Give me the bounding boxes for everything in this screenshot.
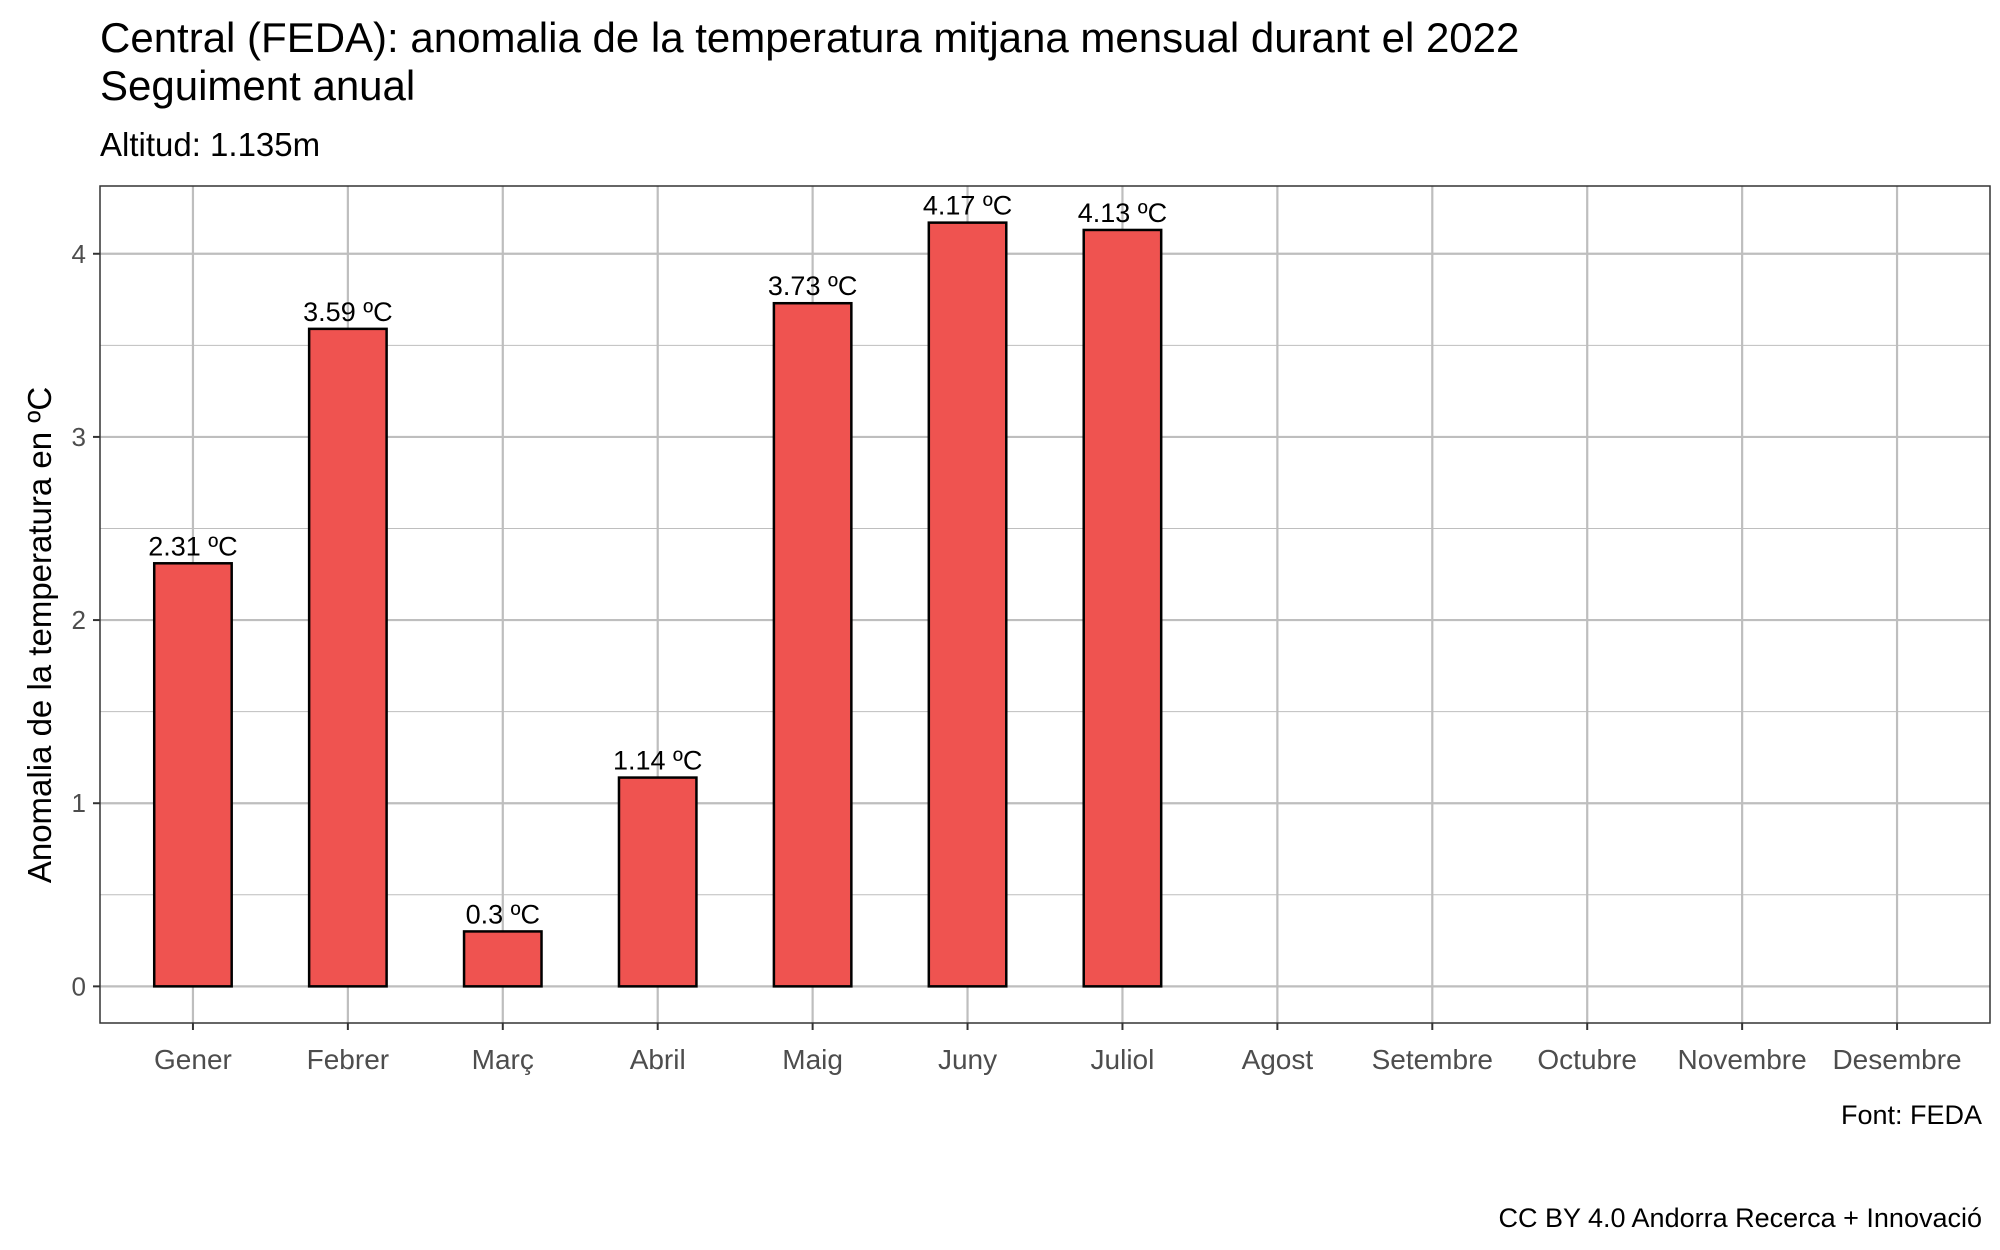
- chart-title-line-2: Seguiment anual: [100, 62, 416, 109]
- x-tick-label-novembre: Novembre: [1678, 1044, 1807, 1075]
- x-tick-label-setembre: Setembre: [1372, 1044, 1493, 1075]
- x-tick-label-maig: Maig: [782, 1044, 843, 1075]
- data-label-abril: 1.14 ºC: [613, 746, 702, 776]
- plot-panel-border: [99, 185, 1991, 1024]
- data-label-juny: 4.17 ºC: [923, 191, 1012, 221]
- bar-abril: [617, 776, 698, 988]
- x-tick-label-desembre: Desembre: [1832, 1044, 1961, 1075]
- chart-title: Central (FEDA): anomalia de la temperatu…: [100, 14, 1519, 110]
- bar-març: [462, 930, 543, 988]
- x-axis-ticks: Gener Febrer Març Abril Maig Juny Juliol Agost S…: [154, 1023, 1962, 1075]
- bars: [152, 221, 1163, 988]
- data-label-març: 0.3 ºC: [466, 899, 540, 929]
- y-tick-label: 4: [72, 239, 86, 269]
- x-tick-label-gener: Gener: [154, 1044, 232, 1075]
- y-tick-label: 3: [72, 422, 86, 452]
- bar-juny: [927, 221, 1008, 988]
- data-label-gener: 2.31 ºC: [148, 531, 237, 561]
- x-tick-label-juny: Juny: [938, 1044, 997, 1075]
- x-tick-label-abril: Abril: [630, 1044, 686, 1075]
- source-caption: Font: FEDA: [1840, 1100, 1982, 1130]
- x-tick-label-agost: Agost: [1242, 1044, 1314, 1075]
- y-tick-label: 0: [72, 971, 86, 1001]
- chart-subtitle: Altitud: 1.135m: [100, 126, 321, 163]
- x-tick-label-juliol: Juliol: [1091, 1044, 1155, 1075]
- chart-title-line-1: Central (FEDA): anomalia de la temperatu…: [100, 14, 1520, 61]
- bar-gener: [152, 562, 233, 988]
- bar-febrer: [307, 327, 388, 988]
- bar-maig: [772, 301, 853, 988]
- x-tick-label-març: Març: [472, 1044, 534, 1075]
- y-axis-ticks: 0 1 2 3 4: [72, 239, 100, 1001]
- license-caption: CC BY 4.0 Andorra Recerca + Innovació: [1498, 1203, 1982, 1233]
- data-label-febrer: 3.59 ºC: [303, 297, 392, 327]
- y-tick-label: 1: [72, 788, 86, 818]
- data-label-juliol: 4.13 ºC: [1078, 198, 1167, 228]
- x-tick-label-febrer: Febrer: [307, 1044, 389, 1075]
- y-tick-label: 2: [72, 605, 86, 635]
- data-label-maig: 3.73 ºC: [768, 271, 857, 301]
- x-tick-label-octubre: Octubre: [1537, 1044, 1637, 1075]
- bar-juliol: [1082, 228, 1163, 988]
- data-labels: 2.31 ºC 3.59 ºC 0.3 ºC 1.14 ºC 3.73 ºC 4.17 º…: [148, 191, 1167, 930]
